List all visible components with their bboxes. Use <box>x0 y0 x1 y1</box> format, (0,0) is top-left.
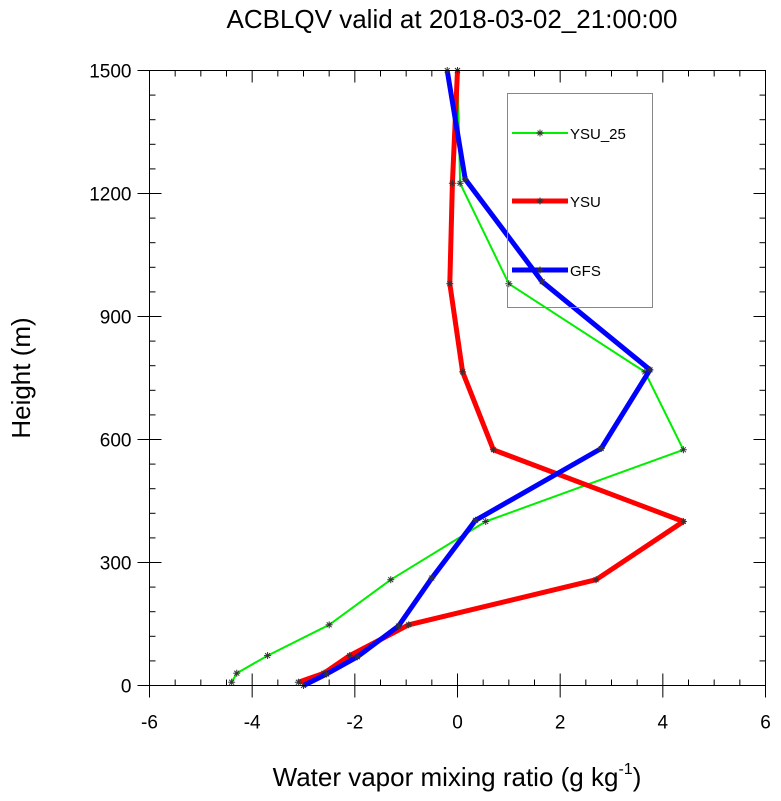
data-point-marker <box>647 366 653 373</box>
data-point-marker <box>395 623 402 629</box>
data-point-marker <box>405 622 412 628</box>
data-point-marker <box>429 575 435 581</box>
y-tick-label: 900 <box>100 308 132 329</box>
data-point-marker <box>598 445 605 452</box>
x-tick-labels: -6 -4 -2 0 2 4 6 <box>141 713 771 734</box>
data-point-marker <box>490 446 497 453</box>
series-ysu <box>294 67 687 686</box>
legend-item: YSU <box>512 194 601 211</box>
legend-marker <box>537 130 543 136</box>
data-point-marker <box>449 180 456 187</box>
x-axis-label-superscript: -1 <box>618 761 632 778</box>
data-point-marker <box>295 679 302 686</box>
y-tick-label: 600 <box>100 431 132 452</box>
plot-frame <box>149 70 766 686</box>
x-tick-label: -2 <box>346 713 363 734</box>
legend-box <box>507 93 653 308</box>
series-ysu-25 <box>228 67 687 686</box>
data-point-marker <box>228 679 235 686</box>
data-point-marker <box>462 176 469 182</box>
data-point-marker <box>446 280 453 287</box>
legend-label: GFS <box>570 263 601 280</box>
data-point-marker <box>346 652 353 659</box>
data-point-marker <box>593 576 599 583</box>
x-axis-label-close: ) <box>633 762 642 792</box>
y-tick-label: 1200 <box>89 185 131 206</box>
series-line <box>297 70 686 685</box>
data-point-marker <box>459 369 466 375</box>
x-tick-label: 0 <box>452 713 463 734</box>
x-axis-label: Water vapor mixing ratio (g kg-1) <box>273 761 642 792</box>
x-tick-label: -6 <box>141 713 158 734</box>
legend: YSU_25 YSU GFS <box>507 93 653 308</box>
y-tick-label: 1500 <box>89 62 131 83</box>
data-point-marker <box>472 517 479 524</box>
data-point-marker <box>539 278 546 285</box>
series-line <box>230 70 685 683</box>
x-axis-label-text: Water vapor mixing ratio (g kg <box>273 762 619 792</box>
legend-item: YSU_25 <box>512 126 626 143</box>
y-tick-label: 300 <box>100 554 132 575</box>
data-point-marker <box>387 576 394 583</box>
data-point-marker <box>482 518 489 525</box>
data-point-marker <box>680 446 687 453</box>
x-tick-label: 2 <box>555 713 566 734</box>
y-tick-label: 0 <box>121 677 132 698</box>
series-layer <box>228 67 687 689</box>
legend-label: YSU_25 <box>570 126 626 143</box>
chart-title: ACBLQV valid at 2018-03-02_21:00:00 <box>227 4 678 34</box>
x-tick-label: -4 <box>244 713 261 734</box>
data-point-marker <box>326 622 332 628</box>
data-point-marker <box>264 652 271 659</box>
data-point-marker <box>354 653 361 660</box>
x-tick-label: 6 <box>760 713 771 734</box>
data-point-marker <box>680 518 687 525</box>
series-line <box>302 70 653 688</box>
series-gfs <box>300 67 654 689</box>
y-tick-labels: 0 300 600 900 1200 1500 <box>89 62 131 698</box>
data-point-marker <box>323 671 330 677</box>
legend-item: GFS <box>512 263 601 280</box>
legend-label: YSU <box>570 194 601 211</box>
x-tick-label: 4 <box>658 713 669 734</box>
y-axis-label: Height (m) <box>6 317 36 438</box>
data-point-marker <box>457 180 463 187</box>
data-point-marker <box>233 670 240 677</box>
legend-marker <box>537 198 543 204</box>
legend-marker <box>537 267 543 273</box>
